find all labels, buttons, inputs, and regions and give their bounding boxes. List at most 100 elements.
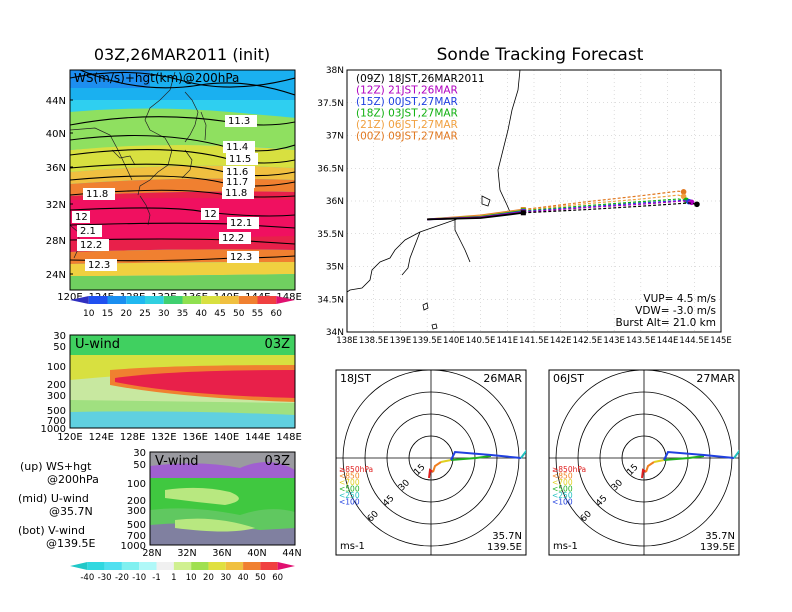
colorbar-label: 55	[252, 309, 263, 319]
hodograph-trace	[450, 450, 522, 461]
island-3	[422, 302, 429, 311]
u-pressure-label: 700	[47, 416, 66, 427]
colorbar-swatch	[107, 296, 127, 304]
colorbar-label: 35	[177, 309, 188, 319]
track-lon-label: 139E	[390, 336, 412, 346]
hodograph-06jst: 06JST 27MARms-135.7N139.5E15304560≥850hPa…	[548, 369, 740, 556]
track-dashed-1	[523, 200, 692, 213]
hodograph-level: <250	[552, 491, 573, 500]
u-wind-time: 03Z	[265, 337, 291, 352]
colorbar-swatch	[257, 296, 277, 304]
contour-label-bg	[219, 232, 251, 244]
track-dashed-3	[523, 198, 687, 212]
contour-label: 12.1	[230, 218, 252, 229]
track-lat-label: 34.5N	[317, 295, 344, 305]
track-lon-label: 142.5E	[573, 336, 603, 346]
u-lon-label: 128E	[120, 432, 145, 443]
track-lon-label: 139.5E	[412, 336, 442, 346]
u-lon-label: 148E	[276, 432, 301, 443]
map-lon-label: 148E	[276, 292, 301, 303]
track-legend: (09Z) 18JST,26MAR2011(12Z) 21JST,26MAR(1…	[356, 73, 485, 143]
u-lon-label: 132E	[151, 432, 176, 443]
bottom-colorbar-swatch	[208, 562, 226, 570]
peninsula-coast	[401, 231, 421, 276]
map-lat-label: 28N	[46, 236, 66, 247]
v-wind-time: 03Z	[265, 454, 291, 469]
track-lat-label: 38N	[326, 66, 344, 76]
hodograph-trace	[663, 455, 705, 461]
colorbar-swatch	[182, 296, 202, 304]
bottom-colorbar-label: -1	[152, 573, 160, 583]
island-2	[431, 323, 438, 330]
v-pressure-label: 30	[133, 448, 146, 459]
hodograph-level: <100	[552, 498, 573, 507]
map-lat-label: 40N	[46, 129, 66, 140]
map-lat-label: 32N	[46, 200, 66, 211]
hodograph-trace	[645, 461, 655, 473]
hodograph-trace	[520, 449, 526, 459]
u-lon-label: 124E	[89, 432, 114, 443]
v-pressure-label: 1000	[121, 541, 146, 552]
left-title: 03Z,26MAR2011 (init)	[94, 45, 270, 64]
v-pressure-label: 100	[127, 479, 146, 490]
track-legend-item: (21Z) 06JST,27MAR	[356, 119, 458, 131]
contour-label-bg	[225, 115, 257, 127]
colorbar-label: 15	[102, 309, 113, 319]
hodograph-level: <700	[339, 478, 360, 487]
v-lat-label: 28N	[142, 548, 161, 559]
wind-speed-map: WS(m/s)+hgt(km)@200hPa 11.311.411.511.61…	[46, 69, 302, 303]
hodograph-time: 06JST	[553, 372, 584, 385]
legend-up: (up) WS+hgt	[20, 460, 92, 473]
u-pressure-label: 100	[47, 362, 66, 373]
hodograph-date: 26MAR	[483, 372, 522, 385]
hodograph-level: ≥850hPa	[552, 465, 586, 474]
bottom-colorbar-label: 30	[220, 573, 231, 583]
hodograph-level: ≥850hPa	[339, 465, 373, 474]
hodograph-level: <700	[552, 478, 573, 487]
contour-label: 11.4	[226, 142, 248, 153]
contour-label: 11.3	[228, 116, 250, 127]
contour-label-bg	[227, 217, 259, 229]
colorbar-swatch	[70, 296, 89, 304]
hodograph-18jst: 18JST 26MARms-135.7N139.5E15304560≥850hPa…	[335, 369, 527, 556]
v-pressure-label: 200	[127, 496, 146, 507]
right-title: Sonde Tracking Forecast	[437, 45, 644, 65]
bottom-colorbar-swatch	[139, 562, 157, 570]
contour-label: 12.3	[88, 260, 110, 271]
v-pressure-label: 500	[127, 520, 146, 531]
track-lon-label: 142E	[550, 336, 572, 346]
hodograph-unit: ms-1	[340, 541, 365, 552]
hodograph-level: <500	[552, 485, 573, 494]
track-legend-item: (00Z) 09JST,27MAR	[356, 131, 458, 143]
track-legend-item: (09Z) 18JST,26MAR2011	[356, 73, 485, 85]
bottom-colorbar-swatch	[191, 562, 209, 570]
hodograph-trace	[432, 461, 442, 473]
track-lon-label: 141.5E	[519, 336, 549, 346]
track-lat-label: 35N	[326, 263, 344, 273]
map-lat-label: 24N	[46, 270, 66, 281]
track-lat-label: 34N	[326, 328, 344, 338]
u-lon-label: 120E	[57, 432, 82, 443]
u-wind-label: U-wind	[75, 337, 120, 352]
colorbar-label: 50	[233, 309, 245, 319]
bottom-colorbar-swatch	[260, 562, 278, 570]
map-lat-label: 44N	[46, 96, 66, 107]
u-lon-label: 140E	[214, 432, 239, 443]
hodograph-time: 18JST	[340, 372, 371, 385]
v-lat-label: 40N	[247, 548, 266, 559]
contour-label: 12.3	[230, 252, 252, 263]
hodograph-level: <850	[552, 472, 573, 481]
contour-label: 11.6	[226, 167, 248, 178]
map-label: WS(m/s)+hgt(km)@200hPa	[74, 71, 239, 85]
track-lat-labels: 38N 37.5N 37N 36.5N 36N 35.5N 35N 34.5N 34N	[317, 66, 344, 338]
track-lon-label: 138.5E	[359, 336, 389, 346]
bottom-colorbar-swatch	[225, 562, 244, 570]
legend-bot-level: @139.5E	[46, 537, 95, 550]
contour-label-bg	[227, 251, 259, 263]
bottom-colorbar-swatch	[277, 562, 295, 570]
bottom-colorbar-swatch	[173, 562, 192, 570]
contour-label-bg	[226, 153, 258, 165]
u-wind-lon-labels: 120E 124E 128E 132E 136E 140E 144E 148E	[57, 432, 302, 443]
